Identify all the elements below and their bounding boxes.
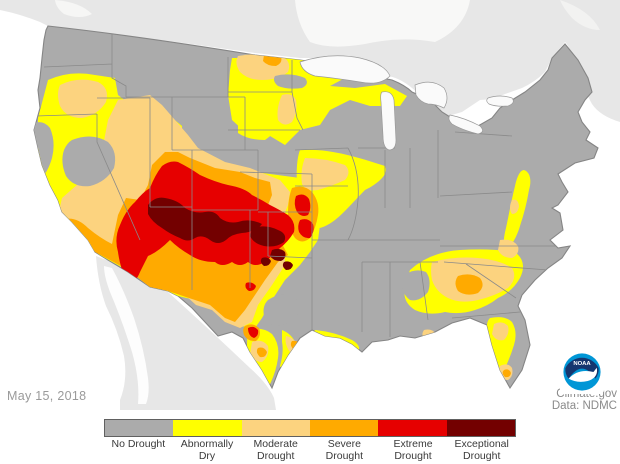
legend-swatch-moderate-drought bbox=[241, 420, 310, 436]
legend-label-extreme-drought: Extreme Drought bbox=[393, 438, 433, 462]
legend-swatch-exceptional-drought bbox=[446, 420, 515, 436]
legend-swatch-extreme-drought bbox=[378, 420, 447, 436]
legend-color-bar bbox=[104, 419, 516, 437]
drought-legend: No Drought Abnormally Dry Moderate Droug… bbox=[104, 419, 516, 463]
no-drought-holes bbox=[34, 74, 430, 326]
legend-swatch-abnormally-dry bbox=[173, 420, 242, 436]
canada-terrain-highlight bbox=[295, 0, 470, 47]
map-date: May 15, 2018 bbox=[7, 389, 87, 403]
lake-superior bbox=[299, 55, 391, 84]
drought-layers bbox=[34, 28, 562, 388]
lake-huron bbox=[414, 81, 448, 109]
state-borders bbox=[35, 28, 562, 337]
lake-erie bbox=[448, 114, 483, 135]
legend-label-severe-drought: Severe Drought bbox=[325, 438, 364, 462]
noaa-logo-text: NOAA bbox=[573, 361, 591, 367]
gulf-of-california bbox=[104, 266, 149, 404]
legend-label-no-drought: No Drought bbox=[111, 438, 166, 450]
noaa-logo: NOAA bbox=[560, 350, 604, 394]
great-lakes bbox=[299, 55, 514, 151]
credit-data-source: Data: NDMC bbox=[551, 400, 617, 413]
legend-swatch-severe-drought bbox=[309, 420, 379, 436]
exceptional-drought-regions bbox=[148, 197, 293, 270]
legend-label-moderate-drought: Moderate Drought bbox=[253, 438, 298, 462]
legend-swatch-no-drought bbox=[105, 420, 174, 436]
legend-labels: No Drought Abnormally Dry Moderate Droug… bbox=[104, 438, 516, 463]
gulf-st-lawrence bbox=[560, 0, 600, 30]
canada-landmass bbox=[0, 0, 620, 122]
vancouver-island bbox=[55, 0, 92, 17]
legend-label-exceptional-drought: Exceptional Drought bbox=[454, 438, 509, 462]
noaa-logo-icon: NOAA bbox=[563, 353, 601, 391]
legend-label-abnormally-dry: Abnormally Dry bbox=[180, 438, 234, 462]
lake-michigan bbox=[380, 91, 397, 151]
lake-ontario bbox=[486, 95, 514, 107]
